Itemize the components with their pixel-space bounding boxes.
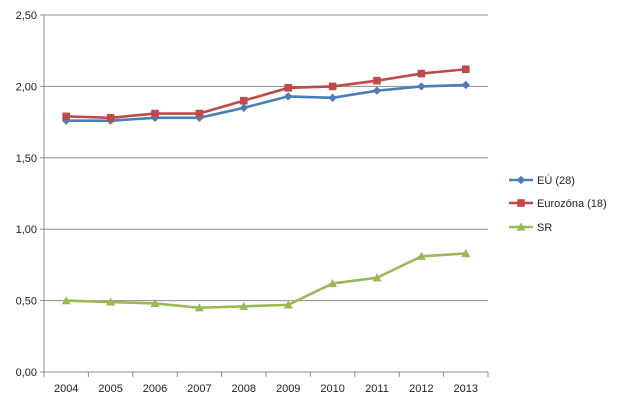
data-point xyxy=(150,298,160,308)
x-tick-label: 2011 xyxy=(365,383,389,395)
axes xyxy=(40,14,489,377)
y-axis-tick-labels: 0,00 0,50 1,00 1,50 2,00 2,50 xyxy=(16,10,37,379)
legend-marker xyxy=(516,175,526,185)
legend-marker xyxy=(516,222,526,231)
series-0 xyxy=(62,80,470,125)
series-line xyxy=(66,252,466,310)
data-point xyxy=(417,82,426,91)
series-1 xyxy=(62,65,470,122)
legend-entry: Eurozóna (18) xyxy=(509,198,607,210)
data-point xyxy=(239,103,248,113)
x-tick-label: 2006 xyxy=(143,383,167,395)
x-tick-label: 2008 xyxy=(232,383,256,395)
legend-label: Eurozóna (18) xyxy=(537,198,607,210)
x-tick-label: 2013 xyxy=(454,383,478,395)
legend-label: EÚ (28) xyxy=(537,174,575,187)
y-tick-label: 2,00 xyxy=(16,81,37,93)
data-point xyxy=(461,80,470,90)
data-point xyxy=(195,109,204,118)
data-point xyxy=(328,82,337,91)
series-2 xyxy=(61,248,471,312)
data-point xyxy=(106,114,115,122)
series-line xyxy=(66,83,466,122)
x-tick-label: 2004 xyxy=(54,383,78,395)
x-tick-label: 2012 xyxy=(409,383,433,395)
y-tick-label: 2,50 xyxy=(16,10,37,22)
data-point xyxy=(417,69,426,78)
data-point xyxy=(328,93,337,103)
x-tick-label: 2005 xyxy=(98,383,122,395)
data-point xyxy=(106,297,116,306)
y-tick-label: 0,50 xyxy=(16,296,37,308)
data-point xyxy=(328,278,338,288)
data-point xyxy=(240,96,248,105)
data-point xyxy=(61,296,71,305)
series-group xyxy=(61,65,471,312)
legend-label: SR xyxy=(537,222,552,234)
y-tick-label: 0,00 xyxy=(16,367,37,379)
data-point xyxy=(239,301,249,310)
x-tick-label: 2007 xyxy=(187,383,211,395)
legend: EÚ (28) Eurozóna (18) SR xyxy=(509,174,607,234)
legend-entry: EÚ (28) xyxy=(509,174,575,187)
series-line xyxy=(66,67,466,120)
y-tick-label: 1,00 xyxy=(16,224,37,236)
data-point xyxy=(416,251,426,260)
legend-entry: SR xyxy=(509,222,552,234)
x-tick-label: 2010 xyxy=(320,383,344,395)
data-point xyxy=(461,248,471,258)
data-point xyxy=(372,86,382,95)
x-axis-tick-labels: 2004 2005 2006 2007 2008 2009 2010 2011 2012 2013 xyxy=(54,383,478,395)
data-point xyxy=(284,84,292,92)
data-point xyxy=(194,303,204,312)
data-point xyxy=(150,113,160,123)
data-point xyxy=(151,109,159,118)
x-tick-label: 2009 xyxy=(276,383,300,395)
data-point xyxy=(284,92,293,101)
data-point xyxy=(372,273,382,282)
data-point xyxy=(283,300,293,309)
data-point xyxy=(62,112,70,121)
y-tick-label: 1,50 xyxy=(16,153,37,165)
legend-marker xyxy=(517,199,525,207)
data-point xyxy=(373,76,381,85)
data-point xyxy=(462,65,470,74)
